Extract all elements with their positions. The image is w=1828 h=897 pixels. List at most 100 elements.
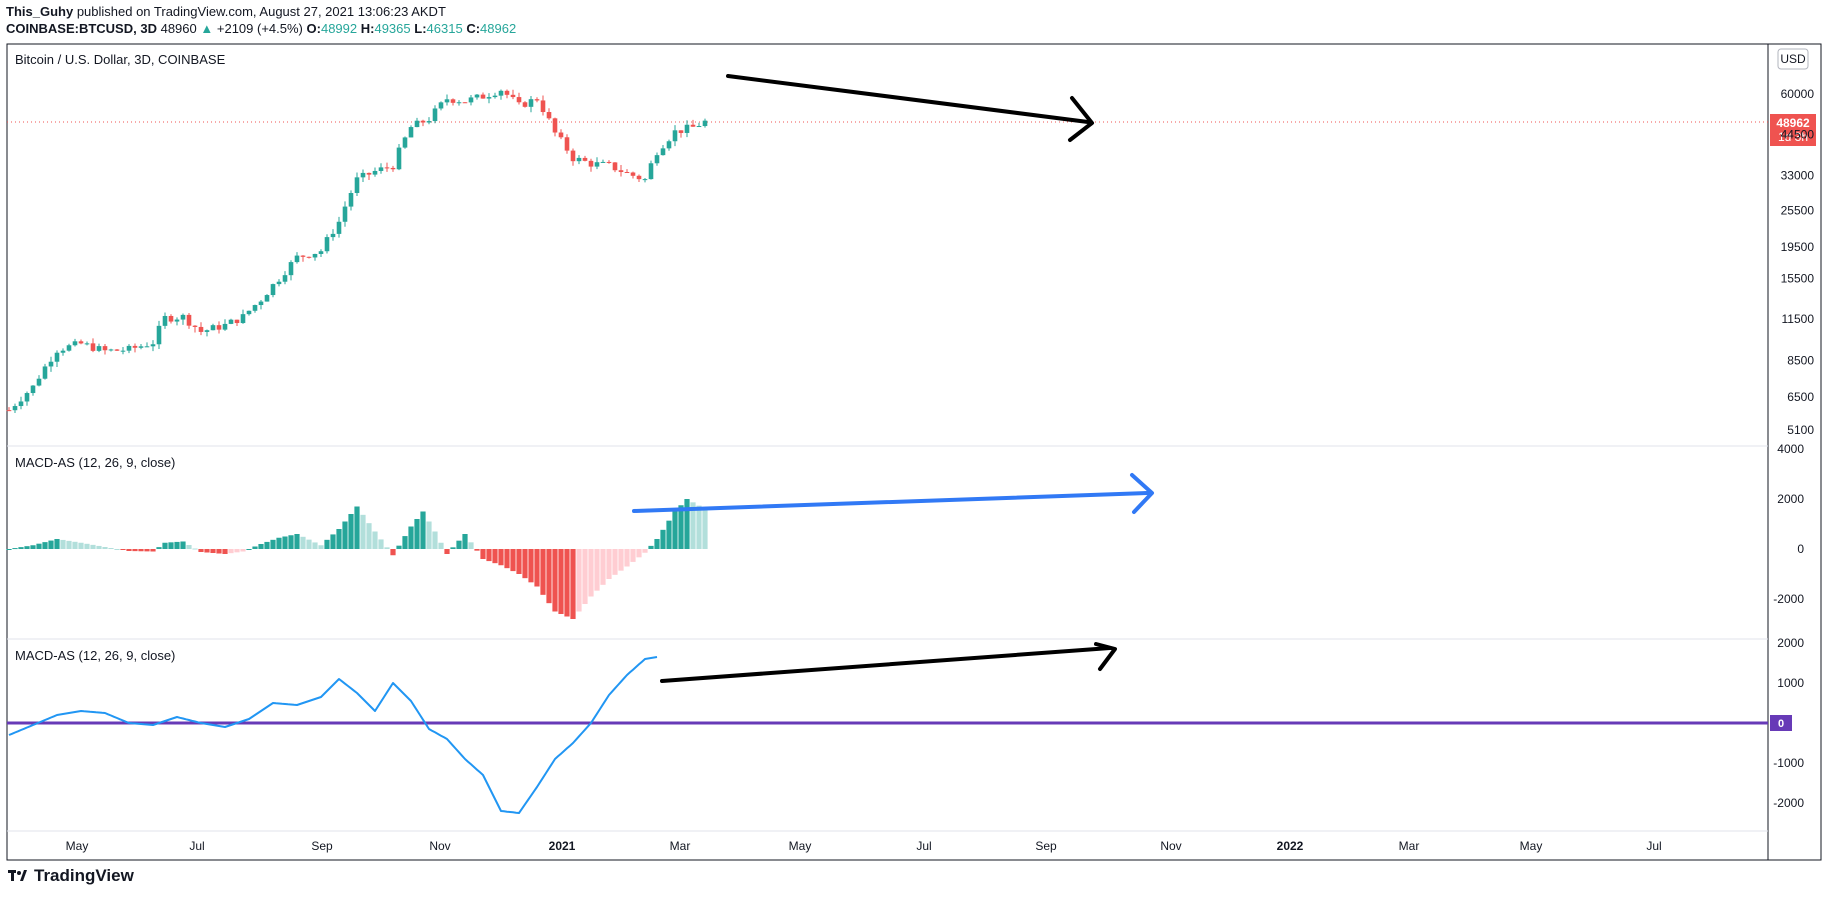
candle-body — [216, 325, 222, 330]
currency-button[interactable] — [1777, 48, 1809, 70]
macd-histogram-series — [6, 499, 708, 619]
candle-body — [120, 350, 126, 352]
candle-body — [330, 233, 336, 238]
histogram-bar — [246, 549, 252, 550]
candle-body — [150, 344, 156, 347]
histogram-bar — [138, 549, 144, 552]
histogram-axis-tick: -2000 — [1773, 592, 1804, 606]
histogram-bar — [558, 549, 564, 614]
candle-body — [54, 352, 60, 362]
candle-body — [222, 323, 228, 330]
price-trendline-annotation[interactable] — [726, 74, 1094, 142]
candle-body — [240, 314, 246, 324]
candle-body — [618, 170, 624, 173]
histogram-bar — [642, 549, 648, 553]
candle-body — [624, 172, 630, 174]
brand-name: TradingView — [34, 866, 134, 885]
histogram-bar — [516, 549, 522, 574]
candle-body — [540, 100, 546, 113]
candle-body — [162, 315, 168, 326]
candle-body — [606, 161, 612, 163]
histogram-bar — [114, 549, 120, 550]
histogram-bar — [270, 539, 276, 549]
candle-body — [174, 319, 180, 322]
histogram-trendline-annotation[interactable] — [632, 473, 1154, 514]
candle-body — [36, 378, 42, 386]
histogram-axis-tick: 4000 — [1777, 442, 1804, 456]
candle-body — [336, 221, 342, 234]
histogram-bar — [342, 521, 348, 549]
candle-body — [42, 366, 48, 379]
candle-body — [462, 102, 468, 104]
trendline-arrow-icon — [1094, 642, 1117, 671]
symbol-label: COINBASE:BTCUSD, 3D — [6, 21, 157, 36]
time-axis-tick: Mar — [1399, 839, 1420, 853]
histogram-bar — [426, 521, 432, 549]
histogram-bar — [456, 540, 462, 549]
histogram-bar — [306, 539, 312, 549]
histogram-bar — [450, 547, 456, 549]
candle-body — [408, 127, 414, 138]
change-up-icon: ▲ — [200, 21, 214, 36]
candle-body — [204, 330, 210, 332]
tradingview-footer[interactable]: TradingView — [8, 866, 134, 886]
histogram-bar — [420, 511, 426, 549]
candle-body — [348, 193, 354, 207]
currency-label: USD — [1780, 52, 1806, 66]
histogram-bar — [108, 548, 114, 549]
macd-axis-tick: 1000 — [1777, 676, 1804, 690]
histogram-bar — [90, 544, 96, 549]
histogram-bar — [438, 542, 444, 549]
candle-body — [654, 155, 660, 164]
candle-body — [48, 361, 54, 367]
candle-body — [696, 126, 702, 128]
macd-line-series — [8, 656, 658, 814]
close-value: 48962 — [480, 21, 517, 36]
time-axis-tick: Sep — [1035, 839, 1057, 853]
histogram-bar — [612, 549, 618, 575]
candle-body — [360, 172, 366, 178]
candle-body — [576, 157, 582, 162]
candle-body — [384, 167, 390, 169]
candle-body — [390, 167, 396, 170]
time-axis-tick: Jul — [189, 839, 204, 853]
zero-badge — [1770, 715, 1792, 731]
candle-body — [288, 262, 294, 276]
publish-line: This_Guhy published on TradingView.com, … — [6, 4, 516, 20]
price-axis-tick: 15500 — [1781, 271, 1815, 285]
trendline-arrow-icon — [1130, 473, 1154, 514]
candle-body — [582, 157, 588, 161]
author-name[interactable]: This_Guhy — [6, 4, 74, 19]
histogram-bar — [42, 542, 48, 549]
candle-body — [342, 206, 348, 222]
candle-body — [456, 102, 462, 104]
close-label: C: — [466, 21, 481, 36]
histogram-bar — [282, 536, 288, 549]
histogram-bar — [624, 549, 630, 567]
price-axis-tick: 33000 — [1781, 168, 1815, 182]
histogram-bar — [294, 534, 300, 549]
low-value: 46315 — [426, 21, 463, 36]
time-axis-tick: Nov — [1160, 839, 1181, 853]
histogram-bar — [126, 549, 132, 551]
macd-trendline-annotation[interactable] — [660, 642, 1117, 683]
histogram-bar — [318, 545, 324, 549]
histogram-bar — [660, 529, 666, 549]
histogram-bar — [696, 505, 702, 549]
candle-body — [366, 172, 372, 175]
candle-body — [258, 301, 264, 306]
candle-body — [378, 167, 384, 171]
candle-body — [192, 325, 198, 327]
histogram-bar — [216, 549, 222, 554]
candle-body — [498, 90, 504, 96]
candle-body — [630, 172, 636, 176]
candle-body — [432, 108, 438, 122]
histogram-bar — [84, 543, 90, 549]
ohlc-line: COINBASE:BTCUSD, 3D 48960 ▲ +2109 (+4.5%… — [6, 21, 516, 37]
histogram-bar — [192, 548, 198, 550]
histogram-bar — [648, 545, 654, 549]
histogram-bar — [12, 548, 18, 550]
histogram-bar — [510, 549, 516, 572]
open-label: O: — [306, 21, 321, 36]
